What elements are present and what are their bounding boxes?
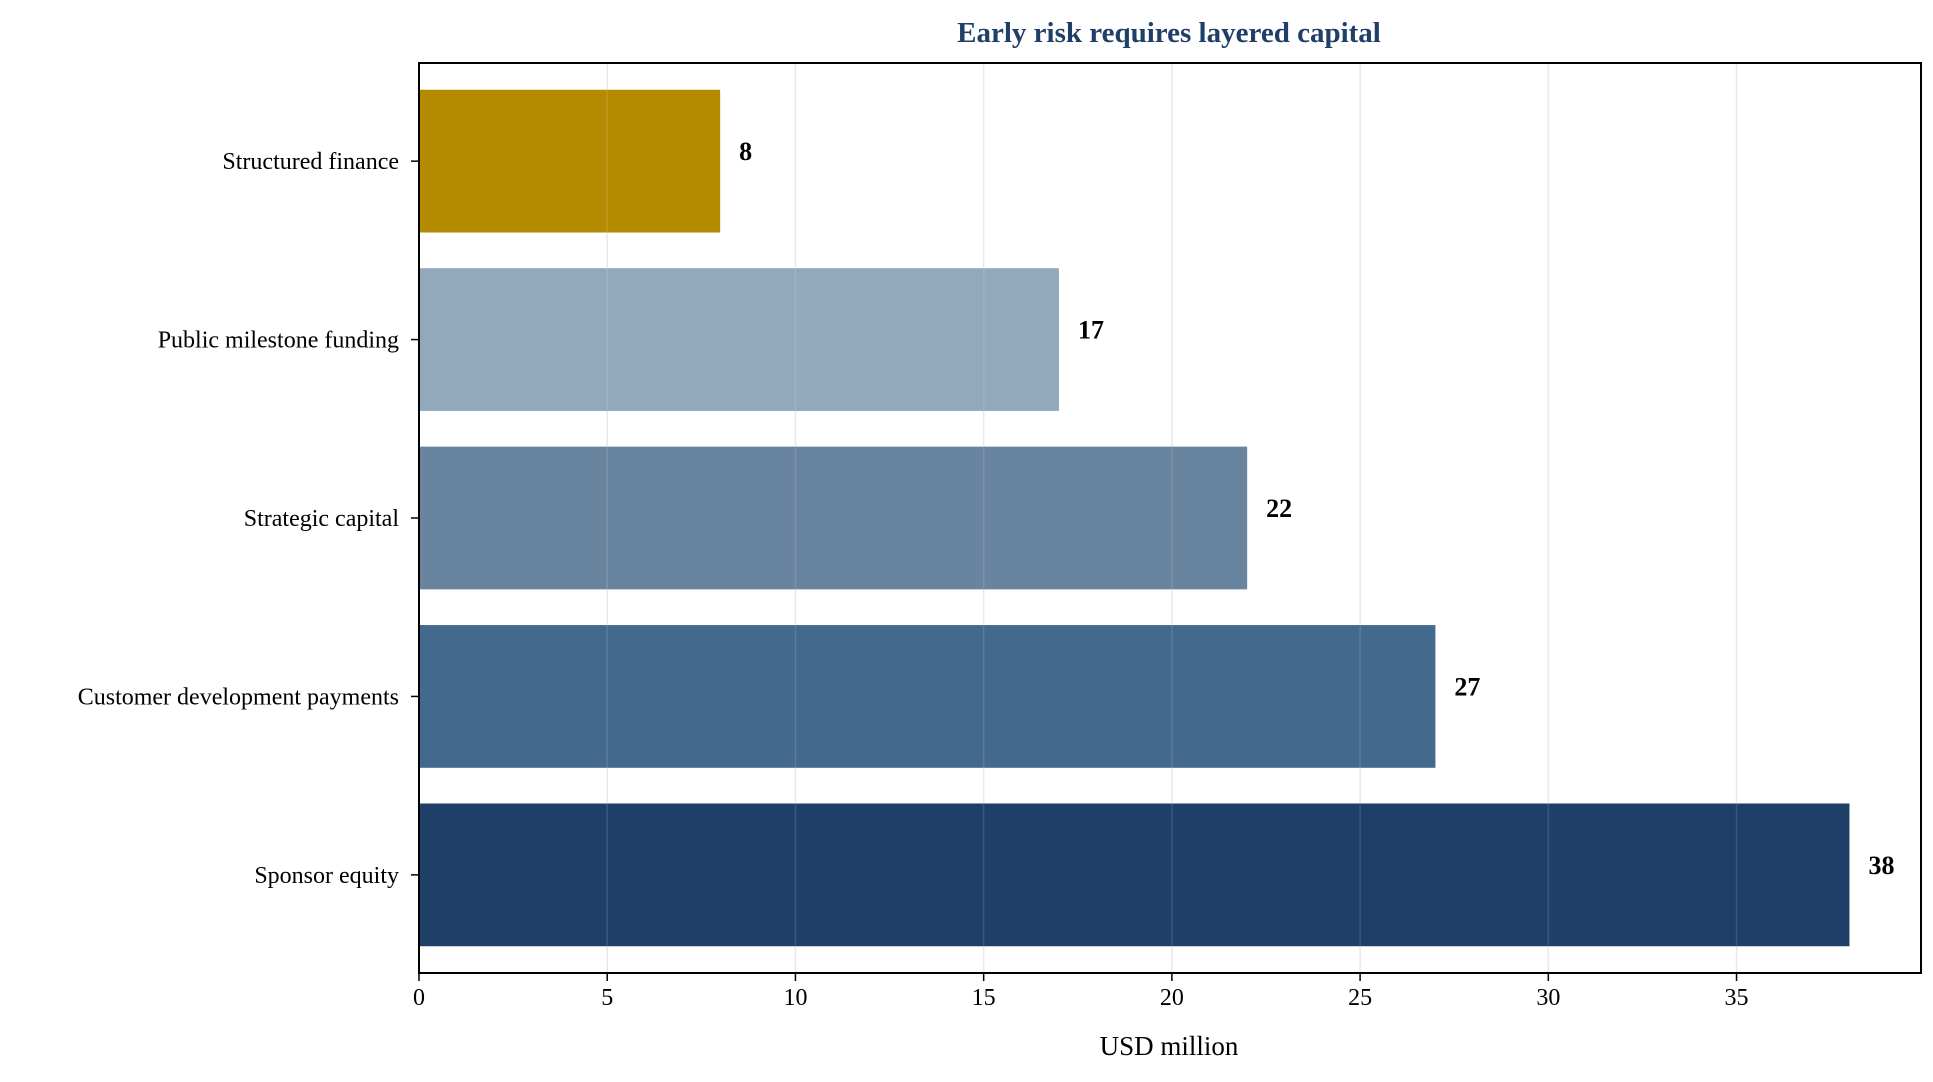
x-tick-label: 30 — [1536, 985, 1560, 1011]
plot-frame — [418, 62, 1922, 974]
bars — [419, 89, 1850, 947]
category-labels: Sponsor equity Customer development payme… — [78, 149, 419, 889]
category-label: Sponsor equity — [254, 863, 399, 889]
category-label: Structured finance — [222, 149, 399, 175]
x-tick-label: 10 — [783, 985, 807, 1011]
bar — [419, 446, 1248, 590]
bar — [419, 268, 1059, 411]
x-tick-label: 15 — [972, 985, 996, 1011]
value-label: 22 — [1266, 494, 1292, 523]
value-label: 38 — [1868, 851, 1894, 880]
x-tick-label: 25 — [1348, 985, 1372, 1011]
value-label: 8 — [739, 137, 752, 166]
bar — [419, 625, 1436, 768]
x-ticks: 0 5 10 15 20 25 30 35 — [413, 973, 1749, 1011]
chart-title: Early risk requires layered capital — [957, 17, 1381, 49]
x-tick-label: 5 — [601, 985, 613, 1011]
category-label: Customer development payments — [78, 684, 399, 710]
x-axis-label: USD million — [1100, 1031, 1239, 1061]
x-tick-label: 20 — [1160, 985, 1184, 1011]
bar — [419, 803, 1850, 947]
value-label: 27 — [1454, 672, 1480, 701]
bar — [419, 89, 721, 233]
value-label: 17 — [1078, 316, 1104, 345]
category-label: Strategic capital — [244, 506, 400, 532]
x-tick-label: 35 — [1725, 985, 1749, 1011]
category-label: Public milestone funding — [158, 328, 399, 354]
value-labels: 38 27 22 17 8 — [739, 137, 1894, 880]
x-tick-label: 0 — [413, 985, 425, 1011]
